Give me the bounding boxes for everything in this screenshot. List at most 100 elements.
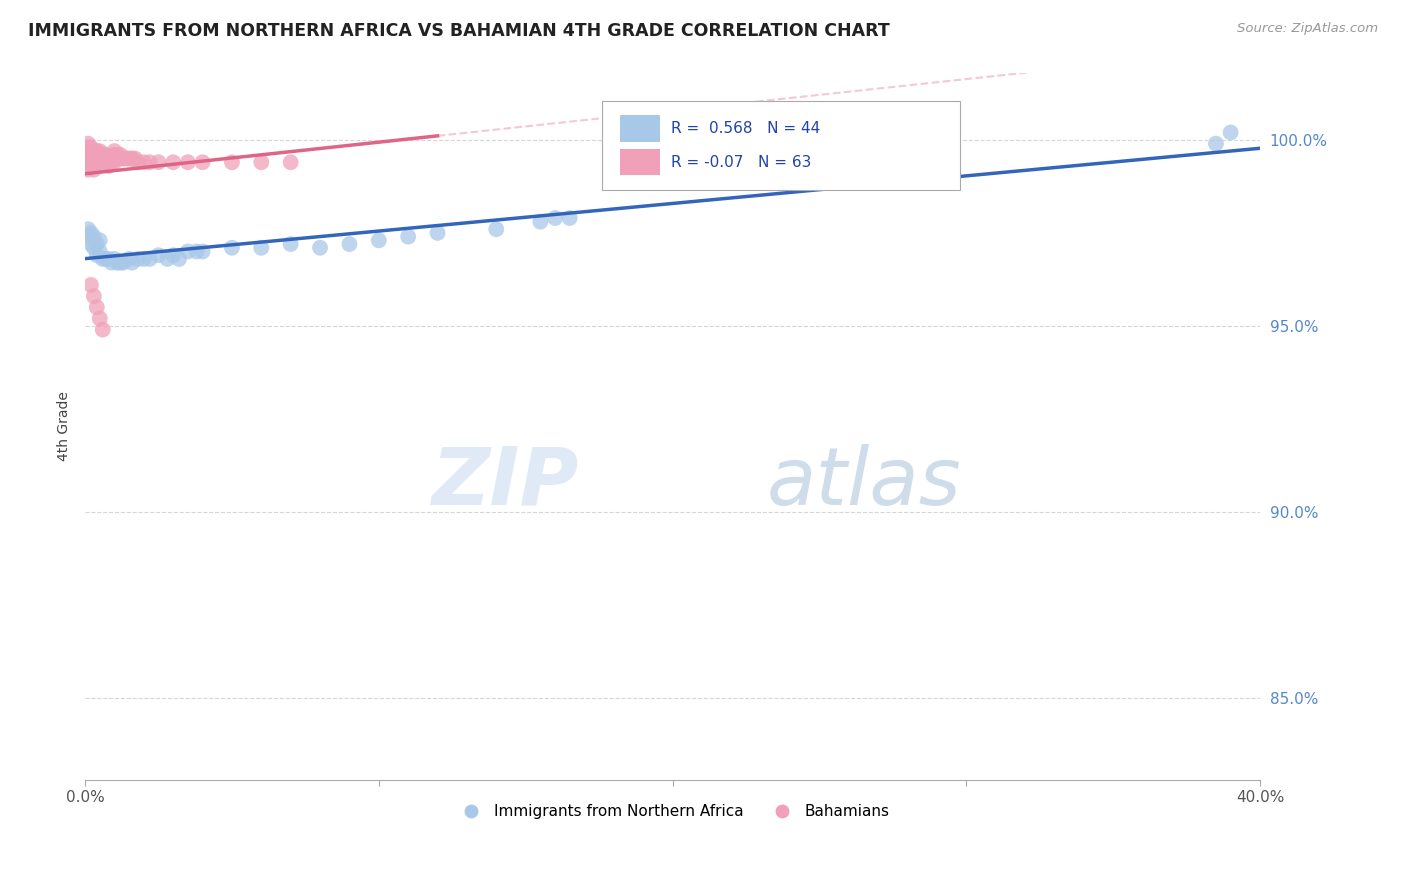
- Point: [1219, 126, 1241, 140]
- Point: [100, 152, 122, 166]
- Point: [156, 252, 179, 266]
- Point: [77, 152, 100, 166]
- Point: [80, 226, 103, 240]
- FancyBboxPatch shape: [620, 149, 659, 176]
- Point: [103, 252, 125, 266]
- Point: [97, 155, 120, 169]
- Point: [485, 222, 508, 236]
- Point: [558, 211, 581, 225]
- Point: [94, 148, 117, 162]
- Point: [83, 289, 105, 303]
- Point: [91, 155, 114, 169]
- Point: [94, 152, 117, 166]
- Point: [221, 155, 243, 169]
- Point: [118, 252, 141, 266]
- Point: [97, 159, 120, 173]
- Point: [250, 241, 273, 255]
- Point: [83, 148, 105, 162]
- Point: [89, 148, 111, 162]
- Point: [138, 252, 160, 266]
- Point: [105, 255, 128, 269]
- Point: [77, 229, 100, 244]
- Point: [86, 144, 108, 158]
- Point: [83, 162, 105, 177]
- Point: [80, 237, 103, 252]
- Text: R = -0.07   N = 63: R = -0.07 N = 63: [671, 154, 811, 169]
- Point: [426, 226, 449, 240]
- Point: [148, 155, 170, 169]
- Point: [80, 148, 103, 162]
- Point: [167, 252, 190, 266]
- FancyBboxPatch shape: [602, 102, 960, 190]
- Point: [280, 155, 302, 169]
- Point: [115, 152, 138, 166]
- Point: [250, 155, 273, 169]
- Point: [83, 229, 105, 244]
- Point: [94, 252, 117, 266]
- Point: [80, 277, 103, 292]
- Text: ZIP: ZIP: [432, 444, 578, 522]
- Point: [124, 152, 146, 166]
- Point: [86, 237, 108, 252]
- Point: [77, 144, 100, 158]
- Point: [86, 159, 108, 173]
- Point: [110, 152, 132, 166]
- Legend: Immigrants from Northern Africa, Bahamians: Immigrants from Northern Africa, Bahamia…: [450, 797, 896, 825]
- Point: [396, 229, 419, 244]
- Point: [100, 155, 122, 169]
- Point: [221, 241, 243, 255]
- Point: [89, 311, 111, 326]
- Text: R =  0.568   N = 44: R = 0.568 N = 44: [671, 120, 821, 136]
- Text: atlas: atlas: [766, 444, 962, 522]
- Point: [83, 241, 105, 255]
- Point: [309, 241, 332, 255]
- Point: [162, 248, 184, 262]
- FancyBboxPatch shape: [620, 115, 659, 142]
- Point: [83, 155, 105, 169]
- Point: [77, 136, 100, 151]
- Point: [80, 159, 103, 173]
- Point: [77, 140, 100, 154]
- Point: [94, 155, 117, 169]
- Point: [77, 162, 100, 177]
- Point: [89, 159, 111, 173]
- Point: [89, 144, 111, 158]
- Point: [118, 152, 141, 166]
- Point: [86, 248, 108, 262]
- Point: [97, 252, 120, 266]
- Point: [77, 155, 100, 169]
- Point: [91, 323, 114, 337]
- Point: [83, 144, 105, 158]
- Point: [127, 155, 149, 169]
- Point: [80, 140, 103, 154]
- Point: [148, 248, 170, 262]
- Point: [177, 244, 200, 259]
- Point: [110, 148, 132, 162]
- Point: [1205, 136, 1227, 151]
- Point: [86, 148, 108, 162]
- Point: [191, 155, 214, 169]
- Point: [132, 252, 155, 266]
- Point: [121, 255, 143, 269]
- Point: [110, 255, 132, 269]
- Point: [91, 152, 114, 166]
- Point: [89, 233, 111, 247]
- Point: [529, 215, 551, 229]
- Y-axis label: 4th Grade: 4th Grade: [58, 392, 72, 461]
- Point: [83, 152, 105, 166]
- Point: [77, 222, 100, 236]
- Point: [339, 237, 361, 252]
- Point: [105, 148, 128, 162]
- Point: [367, 233, 389, 247]
- Point: [132, 155, 155, 169]
- Point: [80, 144, 103, 158]
- Point: [186, 244, 208, 259]
- Point: [127, 252, 149, 266]
- Point: [103, 155, 125, 169]
- Point: [177, 155, 200, 169]
- Point: [86, 152, 108, 166]
- Point: [112, 152, 135, 166]
- Point: [103, 144, 125, 158]
- Point: [80, 152, 103, 166]
- Point: [103, 148, 125, 162]
